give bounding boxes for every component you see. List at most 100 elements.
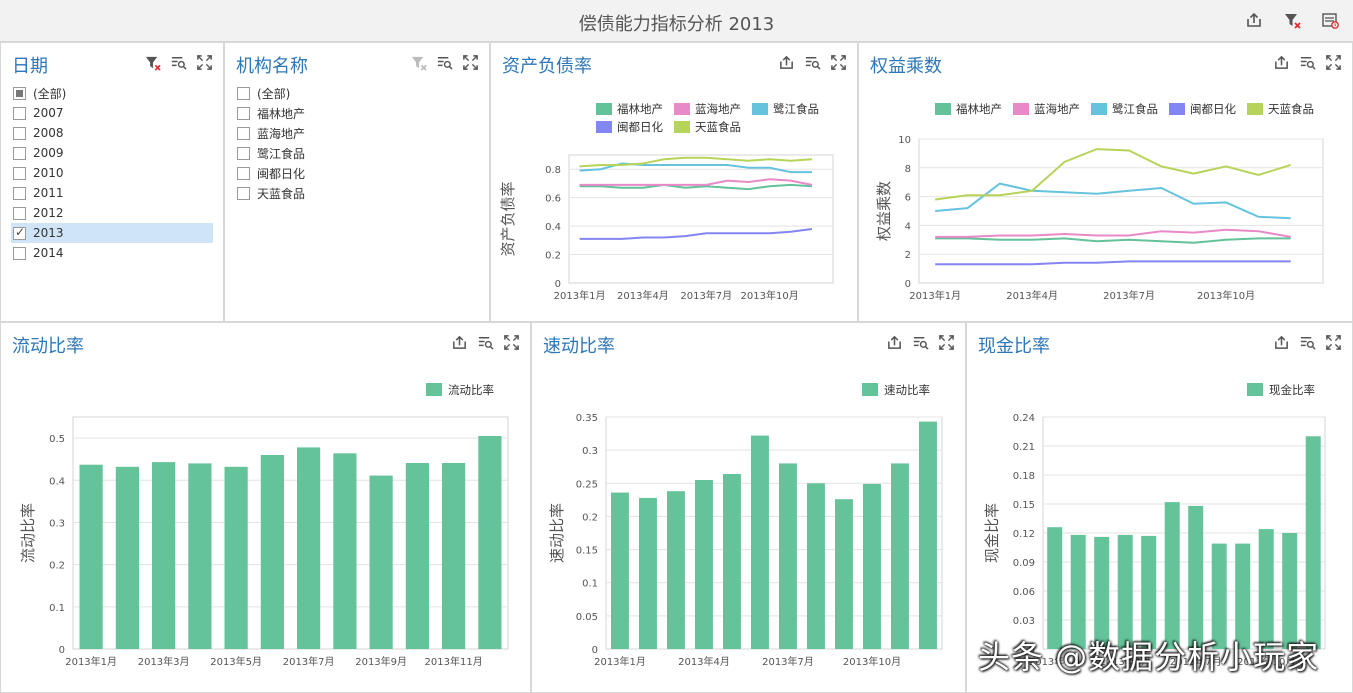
- panel-title: 速动比率: [543, 336, 615, 357]
- parameters-icon[interactable]: [1321, 11, 1339, 29]
- export-icon[interactable]: [778, 54, 795, 71]
- y-axis-label: 资产负债率: [499, 181, 517, 256]
- x-tick-label: 2013年1月: [1029, 655, 1081, 668]
- checkbox[interactable]: [237, 86, 250, 100]
- checkbox[interactable]: [13, 186, 26, 200]
- x-tick-label: 2013年4月: [1006, 289, 1058, 302]
- bar: [1164, 502, 1180, 649]
- search-icon[interactable]: [1299, 334, 1316, 351]
- checkbox[interactable]: [13, 225, 26, 240]
- maximize-icon[interactable]: [1325, 334, 1342, 351]
- maximize-icon[interactable]: [1325, 54, 1342, 71]
- y-tick-label: 0: [59, 645, 65, 656]
- bar: [695, 480, 713, 649]
- search-icon[interactable]: [912, 334, 929, 351]
- filter-item-label: 2008: [33, 126, 64, 140]
- maximize-icon[interactable]: [503, 334, 520, 351]
- bar: [1258, 529, 1274, 649]
- bar: [751, 435, 769, 649]
- checkbox[interactable]: [13, 146, 26, 160]
- filter-item[interactable]: 2010: [11, 163, 213, 183]
- filter-item[interactable]: 2009: [11, 143, 213, 163]
- export-icon[interactable]: [451, 334, 468, 351]
- filter-item[interactable]: 2011: [11, 183, 213, 203]
- y-axis-label: 速动比率: [548, 503, 566, 563]
- legend-label: 福林地产: [956, 102, 1002, 116]
- search-icon[interactable]: [477, 334, 494, 351]
- legend-label: 蓝海地产: [695, 102, 741, 116]
- filter-item[interactable]: 天蓝食品: [235, 183, 479, 203]
- checkbox[interactable]: [237, 106, 250, 120]
- export-icon[interactable]: [1273, 334, 1290, 351]
- filter-item[interactable]: 2008: [11, 123, 213, 143]
- legend-label: 蓝海地产: [1034, 102, 1080, 116]
- search-icon[interactable]: [1299, 54, 1316, 71]
- search-icon[interactable]: [436, 54, 453, 71]
- filter-item[interactable]: 2013: [11, 223, 213, 243]
- bar: [1117, 534, 1133, 649]
- y-axis-label: 流动比率: [19, 503, 37, 563]
- legend-label: 鹭江食品: [773, 102, 819, 116]
- maximize-icon[interactable]: [830, 54, 847, 71]
- clear-filter-icon[interactable]: [144, 54, 161, 71]
- maximize-icon[interactable]: [462, 54, 479, 71]
- plot-area: [72, 416, 509, 650]
- y-tick-label: 0: [555, 279, 561, 290]
- search-icon[interactable]: [804, 54, 821, 71]
- y-tick-label: 2: [905, 250, 911, 261]
- y-tick-label: 0.05: [576, 612, 598, 623]
- filter-item[interactable]: (全部): [11, 83, 213, 103]
- filter-item[interactable]: 闽都日化: [235, 163, 479, 183]
- maximize-icon[interactable]: [196, 54, 213, 71]
- x-tick-label: 2013年9月: [355, 655, 407, 668]
- y-tick-label: 0.6: [545, 194, 561, 205]
- y-tick-label: 0.09: [1013, 558, 1035, 569]
- checkbox[interactable]: [13, 246, 26, 260]
- bar: [297, 447, 321, 649]
- filter-item[interactable]: 2014: [11, 243, 213, 263]
- checkbox[interactable]: [237, 146, 250, 160]
- bar: [1305, 436, 1321, 649]
- filter-item[interactable]: 2007: [11, 103, 213, 123]
- export-icon[interactable]: [1273, 54, 1290, 71]
- filter-item[interactable]: 蓝海地产: [235, 123, 479, 143]
- export-icon[interactable]: [1245, 11, 1263, 29]
- bar: [115, 466, 139, 649]
- date-filter-title: 日期: [12, 56, 48, 77]
- filter-item[interactable]: (全部): [235, 83, 479, 103]
- bar: [1070, 534, 1086, 649]
- filter-item-label: 2009: [33, 146, 64, 160]
- filter-item-label: 蓝海地产: [257, 126, 306, 141]
- search-icon[interactable]: [170, 54, 187, 71]
- filter-item[interactable]: 福林地产: [235, 103, 479, 123]
- org-filter-title: 机构名称: [236, 56, 308, 77]
- clear-filter-icon[interactable]: [410, 54, 427, 71]
- y-tick-label: 0.2: [545, 251, 561, 262]
- dashboard-titlebar: 偿债能力指标分析 2013: [0, 0, 1353, 42]
- filter-item[interactable]: 鹭江食品: [235, 143, 479, 163]
- x-tick-label: 2013年7月: [680, 289, 732, 302]
- bar: [442, 463, 466, 649]
- export-icon[interactable]: [886, 334, 903, 351]
- clear-filter-icon[interactable]: [1283, 11, 1301, 29]
- x-tick-label: 2013年10月: [741, 289, 799, 302]
- filter-item-label: (全部): [257, 86, 291, 101]
- x-tick-label: 2013年11月: [425, 655, 483, 668]
- checkbox[interactable]: [13, 106, 26, 120]
- checkbox[interactable]: [13, 166, 26, 180]
- maximize-icon[interactable]: [938, 334, 955, 351]
- checkbox[interactable]: [237, 186, 250, 200]
- dashboard-title: 偿债能力指标分析 2013: [578, 14, 775, 35]
- checkbox[interactable]: [237, 126, 250, 140]
- checkbox[interactable]: [237, 166, 250, 180]
- filter-item[interactable]: 2012: [11, 203, 213, 223]
- checkbox[interactable]: [13, 86, 26, 100]
- checkbox[interactable]: [13, 206, 26, 220]
- legend-swatch: [862, 383, 878, 396]
- y-tick-label: 0.1: [582, 579, 598, 590]
- x-tick-label: 2013年7月: [762, 655, 814, 668]
- bar: [1235, 543, 1251, 649]
- checkbox[interactable]: [13, 126, 26, 140]
- y-tick-label: 8: [905, 164, 911, 175]
- bar: [1094, 536, 1110, 649]
